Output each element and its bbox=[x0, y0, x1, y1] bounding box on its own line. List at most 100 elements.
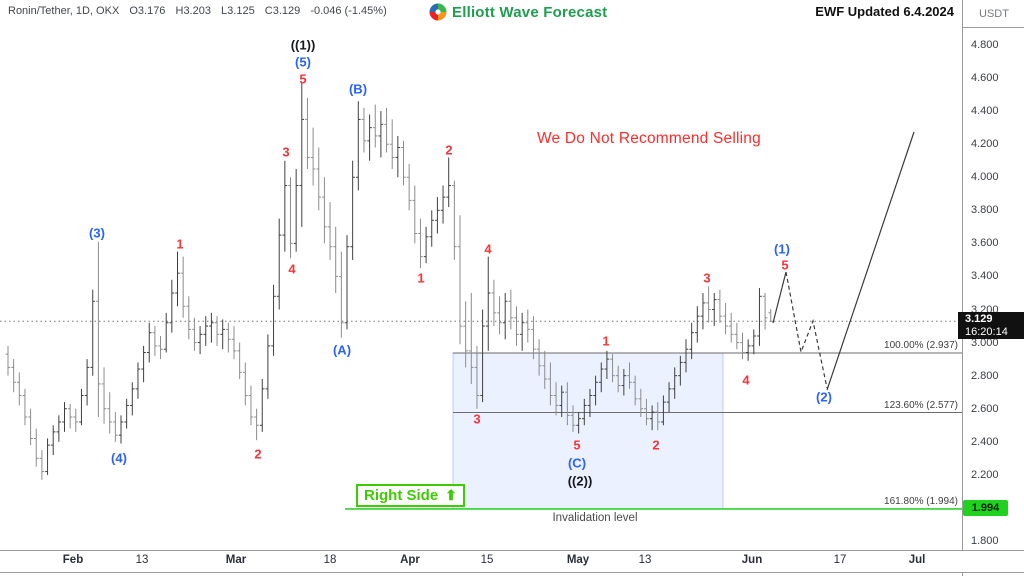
ohlc-bar bbox=[610, 354, 615, 383]
ohlc-bar bbox=[84, 359, 90, 406]
ohlc-bar bbox=[762, 292, 768, 330]
price-tick-label: 4.400 bbox=[971, 105, 999, 118]
ohlc-bar bbox=[333, 226, 338, 293]
ohlc-bar bbox=[666, 382, 672, 413]
ohlc-open: O3.176 bbox=[129, 5, 166, 17]
ohlc-bar bbox=[751, 329, 757, 355]
ohlc-bar bbox=[508, 289, 514, 330]
ohlc-bar bbox=[469, 292, 474, 384]
ohlc-bar bbox=[130, 382, 135, 416]
up-arrow-icon: ⬆ bbox=[445, 487, 457, 503]
ohlc-bar bbox=[463, 301, 468, 368]
ohlc-bar bbox=[356, 101, 361, 191]
invalidation-price-badge: 1.994 bbox=[963, 500, 1008, 516]
time-tick-label: 15 bbox=[480, 554, 494, 566]
ohlc-bar bbox=[418, 218, 423, 269]
ohlc-bar bbox=[474, 345, 480, 409]
ohlc-bar bbox=[113, 412, 118, 442]
ohlc-bar bbox=[163, 312, 169, 353]
price-tick-label: 4.600 bbox=[971, 72, 999, 85]
ohlc-bar bbox=[406, 164, 412, 211]
ohlc-bar bbox=[214, 316, 220, 346]
ohlc-bar bbox=[519, 312, 525, 351]
price-tick-label: 3.000 bbox=[971, 336, 999, 349]
wave-label: 1 bbox=[176, 236, 184, 252]
wave-label: (3) bbox=[89, 225, 105, 241]
ohlc-bar bbox=[243, 362, 248, 406]
time-tick-label: Jun bbox=[741, 554, 763, 566]
ohlc-bar bbox=[146, 322, 152, 363]
ohlc-bar bbox=[288, 177, 293, 259]
ohlc-bar bbox=[67, 403, 73, 429]
ohlc-bar bbox=[615, 365, 621, 393]
projection-wave2-dashed-line[interactable] bbox=[785, 271, 828, 389]
ohlc-bar bbox=[220, 319, 225, 350]
price-tick-label: 2.800 bbox=[971, 369, 999, 382]
ohlc-bar bbox=[655, 402, 661, 431]
ohlc-bar bbox=[175, 251, 180, 307]
ohlc-bar bbox=[768, 309, 774, 322]
ohlc-bar bbox=[429, 210, 435, 247]
price-tick-label: 1.800 bbox=[971, 534, 999, 547]
ohlc-bar bbox=[740, 332, 745, 360]
fib-label-161.8: 161.80% (1.994) bbox=[884, 495, 958, 507]
ohlc-bar bbox=[293, 168, 299, 252]
ohlc-bar bbox=[435, 197, 440, 234]
ohlc-bar bbox=[305, 97, 310, 169]
fib-label-100: 100.00% (2.937) bbox=[884, 340, 958, 351]
projection-rally-line[interactable] bbox=[826, 131, 915, 391]
ohlc-bar bbox=[265, 334, 271, 399]
price-scale[interactable]: USDT 4.800 4.600 4.400 4.200 4.000 3.800 3.600… bbox=[962, 0, 1024, 576]
countdown-timer: 16:20:14 bbox=[965, 326, 1008, 338]
projection-wave5-line[interactable] bbox=[772, 271, 787, 324]
wave-label: (C) bbox=[567, 455, 587, 471]
wave-label: 5 bbox=[573, 437, 581, 453]
ohlc-bar bbox=[28, 408, 33, 446]
chart-canvas[interactable] bbox=[0, 0, 962, 550]
price-tick-label: 3.800 bbox=[971, 204, 999, 217]
brand-title: Elliott Wave Forecast bbox=[452, 3, 608, 21]
ohlc-bar bbox=[39, 450, 45, 480]
ohlc-bar bbox=[672, 367, 677, 399]
time-tick-label: 13 bbox=[135, 554, 149, 566]
invalidation-label: Invalidation level bbox=[552, 512, 638, 524]
wave-label: (4) bbox=[111, 450, 127, 466]
ohlc-bar bbox=[457, 215, 463, 345]
price-tick-label: 4.200 bbox=[971, 138, 999, 151]
ohlc-bar bbox=[497, 296, 502, 335]
ohlc-bar bbox=[203, 316, 209, 346]
ohlc-bar bbox=[678, 355, 683, 386]
ohlc-bar bbox=[491, 279, 497, 327]
ohlc-bar bbox=[118, 415, 124, 444]
ohlc-bar bbox=[757, 288, 762, 346]
ohlc-bar bbox=[661, 395, 666, 426]
ohlc-bar bbox=[536, 339, 542, 376]
ohlc-bar bbox=[485, 256, 491, 351]
ohlc-bar bbox=[638, 388, 644, 417]
ewf-logo-icon bbox=[429, 3, 447, 21]
ohlc-bar bbox=[316, 147, 322, 211]
wave-label: (B) bbox=[348, 81, 368, 97]
ohlc-bar bbox=[559, 385, 564, 417]
ohlc-bar bbox=[73, 408, 79, 432]
ohlc-bar bbox=[440, 185, 446, 224]
ohlc-bar bbox=[11, 359, 16, 393]
symbol-info[interactable]: Ronin/Tether, 1D, OKX O3.176 H3.203 L3.1… bbox=[8, 5, 394, 17]
ohlc-bar bbox=[525, 309, 531, 343]
brand-header: Elliott Wave Forecast bbox=[429, 3, 607, 21]
ohlc-bar bbox=[683, 339, 689, 373]
ohlc-bar bbox=[598, 362, 604, 393]
time-scale[interactable]: Feb 13 Mar 18 Apr 15 May 13 Jun 17 Jul bbox=[0, 550, 1024, 573]
ohlc-bar bbox=[649, 405, 655, 431]
price-tick-label: 2.400 bbox=[971, 435, 999, 448]
ohlc-bar bbox=[344, 235, 350, 330]
wave-label: 2 bbox=[254, 446, 262, 462]
ohlc-bar bbox=[542, 350, 548, 389]
current-price: 3.129 bbox=[965, 313, 993, 325]
time-tick-label: Feb bbox=[62, 554, 84, 566]
ohlc-bar bbox=[192, 317, 197, 351]
ohlc-bar bbox=[446, 157, 451, 208]
price-tick-label: 4.000 bbox=[971, 171, 999, 184]
ohlc-bar bbox=[700, 292, 706, 330]
